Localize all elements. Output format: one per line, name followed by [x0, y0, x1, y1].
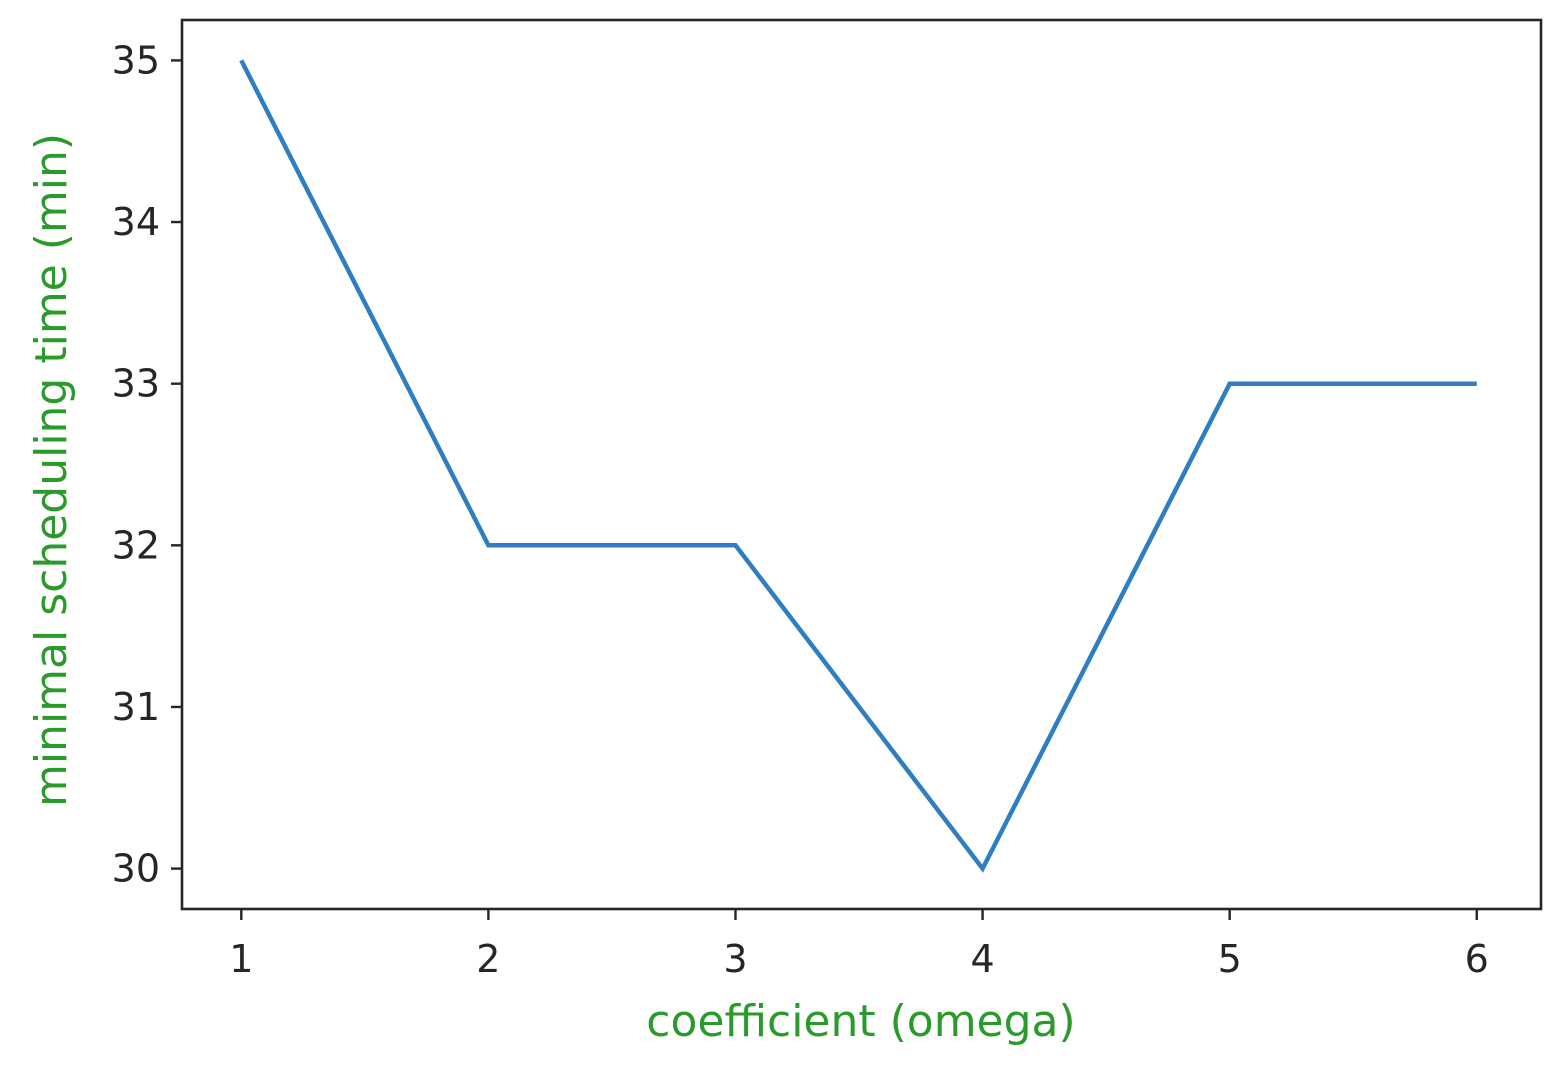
- x-axis-ticks: 1 2 3 4 5 6: [229, 909, 1489, 981]
- x-tick-label: 3: [723, 937, 747, 981]
- x-tick-label: 1: [229, 937, 253, 981]
- y-axis-ticks: 30 31 32 33 34 35: [112, 38, 182, 891]
- x-tick-label: 2: [476, 937, 500, 981]
- series-lines: [239, 59, 1477, 873]
- plot-frame: [180, 18, 1543, 911]
- x-tick-label: 5: [1218, 937, 1242, 981]
- y-tick-label: 31: [112, 685, 160, 729]
- y-axis-label: minimal scheduling time (min): [26, 133, 77, 807]
- y-tick-label: 34: [112, 200, 160, 244]
- y-tick-label: 32: [112, 523, 160, 567]
- x-axis-label: coefficient (omega): [646, 996, 1075, 1047]
- series-line-0: [239, 59, 1477, 873]
- x-tick-label: 6: [1465, 937, 1489, 981]
- x-tick-label: 4: [970, 937, 994, 981]
- y-tick-label: 33: [112, 362, 160, 406]
- y-tick-label: 30: [112, 847, 160, 891]
- y-tick-label: 35: [112, 38, 160, 82]
